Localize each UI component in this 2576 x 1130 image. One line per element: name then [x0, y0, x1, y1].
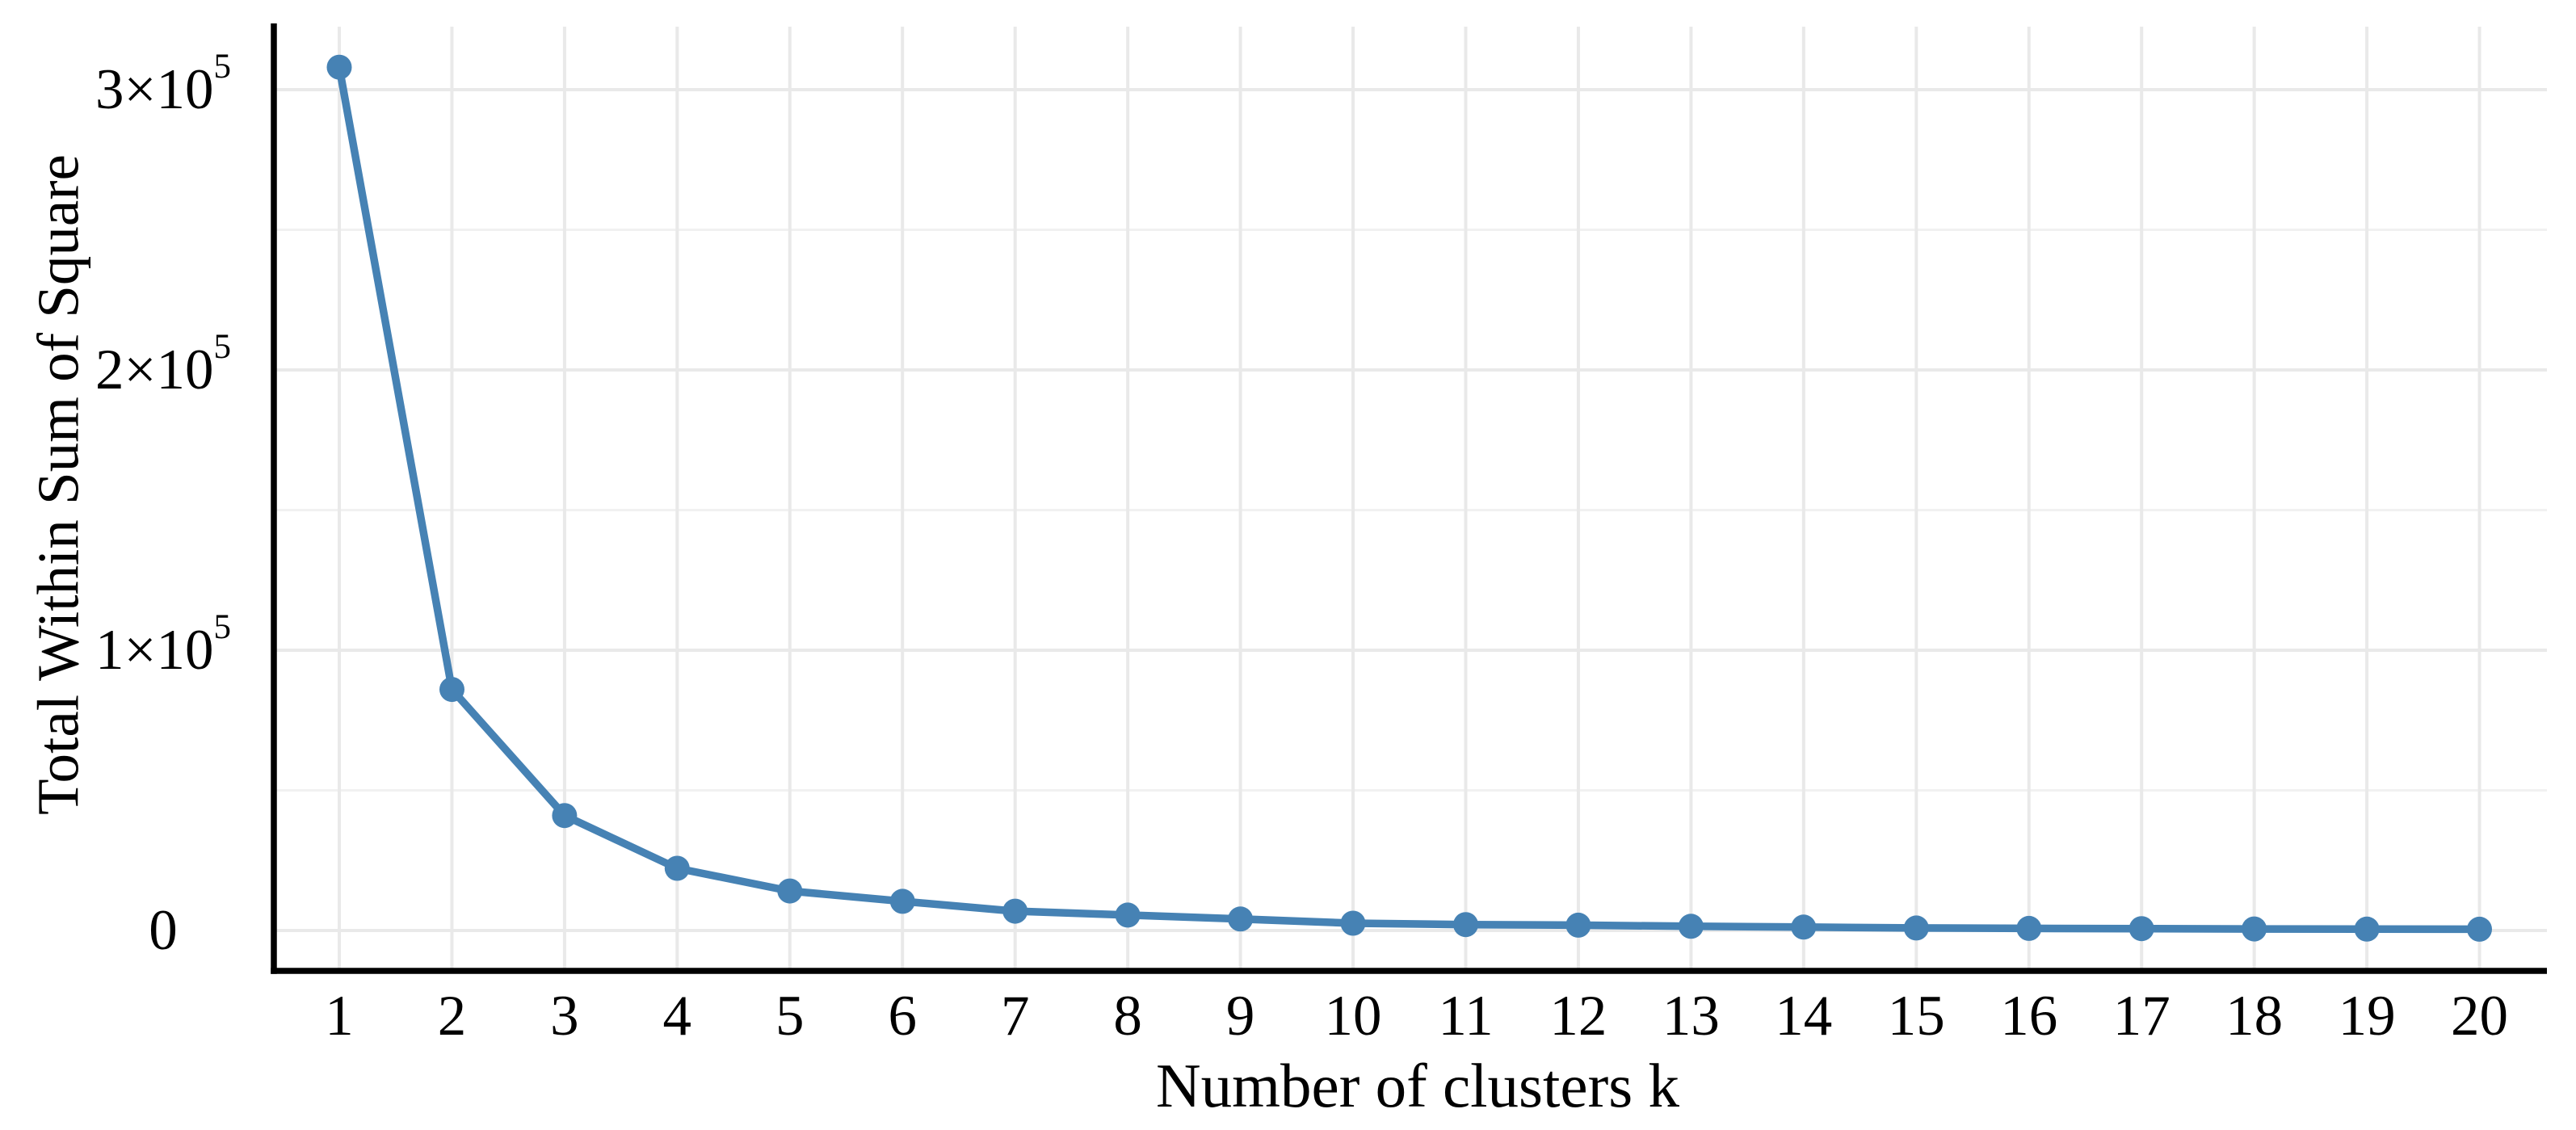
data-point-k13 — [1678, 914, 1704, 939]
data-point-k20 — [2467, 916, 2492, 942]
y-axis-title: Total Within Sum of Square — [26, 154, 91, 815]
x-tick-label-5: 5 — [775, 985, 805, 1048]
data-point-k3 — [552, 803, 578, 829]
x-tick-label-12: 12 — [1549, 985, 1607, 1048]
x-tick-label-2: 2 — [438, 985, 467, 1048]
y-tick-label-3×10^5: 3×105 — [95, 48, 231, 122]
x-tick-label-20: 20 — [2451, 985, 2508, 1048]
y-tick-label-2×10^5: 2×105 — [95, 328, 231, 402]
data-point-k5 — [777, 878, 803, 904]
data-point-k9 — [1228, 906, 1254, 932]
x-tick-label-7: 7 — [1001, 985, 1030, 1048]
x-tick-label-3: 3 — [550, 985, 579, 1048]
y-tick-label-1×10^5: 1×105 — [95, 608, 231, 683]
x-tick-label-10: 10 — [1325, 985, 1382, 1048]
x-tick-label-15: 15 — [1888, 985, 1945, 1048]
data-point-k18 — [2242, 916, 2267, 942]
y-tick-base: 3×10 — [95, 58, 214, 121]
x-tick-label-14: 14 — [1775, 985, 1832, 1048]
y-tick-exponent: 5 — [214, 328, 232, 366]
data-point-k8 — [1115, 902, 1141, 928]
x-tick-label-18: 18 — [2225, 985, 2283, 1048]
x-tick-label-8: 8 — [1113, 985, 1142, 1048]
x-tick-label-4: 4 — [663, 985, 692, 1048]
data-point-k7 — [1002, 898, 1028, 924]
x-tick-label-16: 16 — [2000, 985, 2057, 1048]
series-group — [326, 54, 2492, 942]
x-tick-label-6: 6 — [889, 985, 918, 1048]
y-tick-exponent: 5 — [214, 48, 232, 86]
data-point-k19 — [2354, 916, 2380, 942]
y-tick-base: 0 — [149, 899, 178, 962]
data-point-k4 — [664, 855, 690, 881]
data-point-k14 — [1791, 914, 1817, 940]
data-point-k16 — [2016, 915, 2042, 941]
x-tick-label-9: 9 — [1226, 985, 1255, 1048]
data-point-k11 — [1453, 912, 1478, 938]
x-tick-label-17: 17 — [2113, 985, 2170, 1048]
y-tick-label-0: 0 — [149, 899, 178, 962]
major-gridlines — [274, 27, 2547, 971]
x-axis-title: Number of clusters k — [1156, 1051, 1679, 1120]
axis-lines — [271, 23, 2547, 974]
x-tick-label-11: 11 — [1438, 985, 1493, 1048]
x-tick-labels: 1 2 3 4 5 6 7 8 9 10 11 12 13 14 15 16 17 18 19 20 — [325, 985, 2508, 1048]
data-point-k15 — [1903, 915, 1929, 941]
x-tick-label-1: 1 — [325, 985, 354, 1048]
y-tick-base: 2×10 — [95, 338, 214, 401]
data-point-k17 — [2128, 916, 2154, 942]
data-point-k1 — [326, 54, 352, 80]
data-point-k12 — [1565, 912, 1591, 938]
x-tick-label-13: 13 — [1662, 985, 1720, 1048]
series-line — [335, 63, 2484, 934]
data-point-k6 — [889, 888, 915, 914]
data-point-k10 — [1340, 910, 1366, 936]
x-tick-label-19: 19 — [2339, 985, 2396, 1048]
y-tick-exponent: 5 — [214, 608, 232, 646]
data-point-k2 — [439, 677, 464, 703]
y-tick-base: 1×10 — [95, 619, 214, 682]
minor-gridlines — [274, 229, 2547, 792]
